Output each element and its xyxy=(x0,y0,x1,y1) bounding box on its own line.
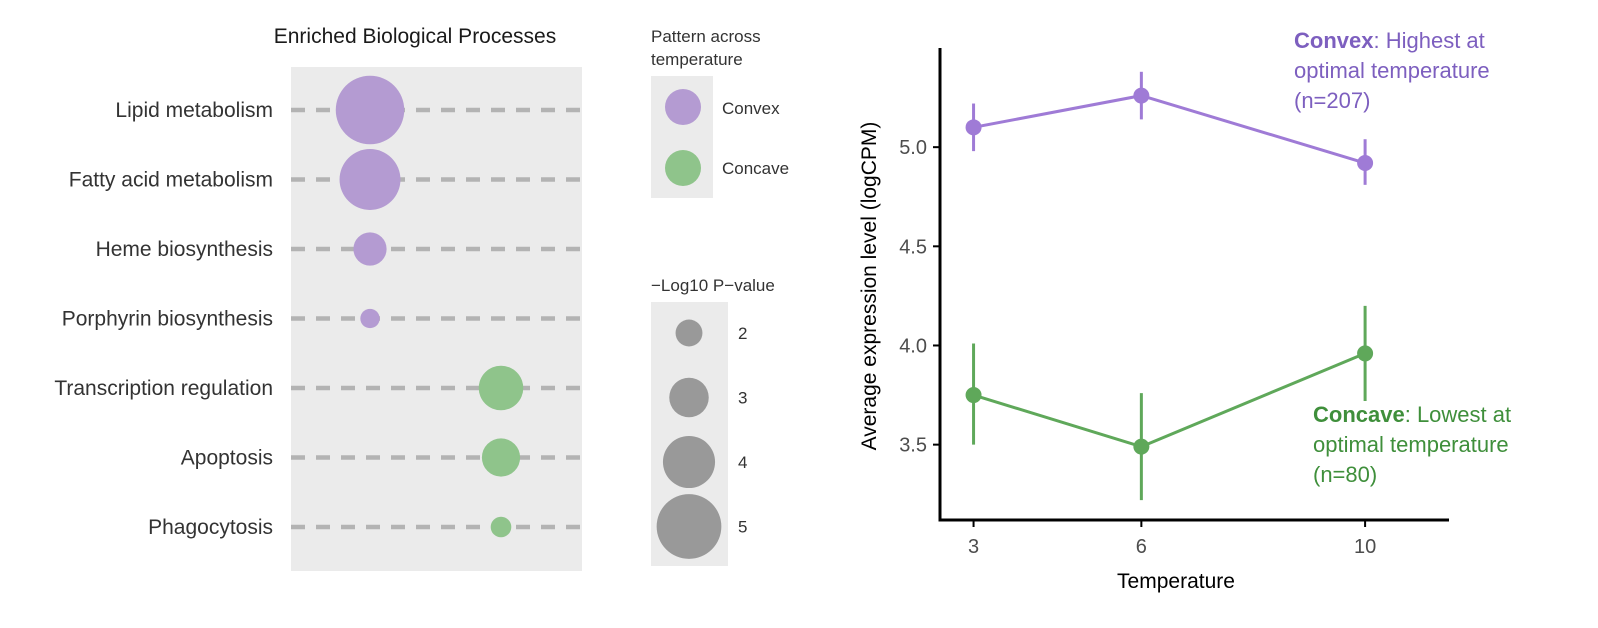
category-label-fatty-acid-metabolism: Fatty acid metabolism xyxy=(69,169,273,192)
concave-annotation-line-2: optimal temperature xyxy=(1313,432,1509,457)
category-label-porphyrin-biosynthesis: Porphyrin biosynthesis xyxy=(62,308,273,331)
category-label-transcription-regulation: Transcription regulation xyxy=(54,377,273,400)
concave-annotation-line-1: Concave: Lowest at xyxy=(1313,402,1511,427)
category-label-heme-biosynthesis: Heme biosynthesis xyxy=(96,238,273,261)
x-axis-label: Temperature xyxy=(1117,570,1235,593)
data-point-convex-6 xyxy=(1133,87,1150,104)
bubble-lipid-metabolism xyxy=(335,75,405,145)
bubble-apoptosis xyxy=(481,438,521,477)
size-key-3 xyxy=(669,377,709,418)
data-point-concave-6 xyxy=(1133,438,1150,455)
category-label-apoptosis: Apoptosis xyxy=(181,447,273,470)
size-key-4 xyxy=(662,435,716,489)
legend-swatch-convex xyxy=(665,89,701,125)
size-key-label-4: 4 xyxy=(738,453,747,472)
bubble-porphyrin-biosynthesis xyxy=(360,308,380,329)
size-key-label-3: 3 xyxy=(738,389,747,408)
bubble-transcription-regulation xyxy=(478,365,524,411)
category-label-phagocytosis: Phagocytosis xyxy=(148,516,273,539)
pattern-legend-title-line-1: Pattern across xyxy=(651,27,761,46)
concave-annotation-line-3: (n=80) xyxy=(1313,462,1377,487)
y-axis-ticks: 3.5 4.0 4.5 5.0 xyxy=(899,137,940,457)
category-labels: Lipid metabolism Fatty acid metabolism Hem… xyxy=(54,99,273,539)
data-point-concave-10 xyxy=(1357,345,1374,362)
size-key-label-2: 2 xyxy=(738,324,747,343)
expression-panel: 3.5 4.0 4.5 5.0 3 6 10 Temperature Average ex… xyxy=(858,28,1511,593)
concave-annotation-bold: Concave xyxy=(1313,402,1405,427)
legend-label-convex: Convex xyxy=(722,99,780,118)
y-tick-label-4-5: 4.5 xyxy=(899,236,927,258)
x-axis-ticks: 3 6 10 xyxy=(968,520,1376,558)
size-legend: −Log10 P−value 2 3 4 5 xyxy=(651,276,775,566)
size-key-label-5: 5 xyxy=(738,518,747,537)
category-label-lipid-metabolism: Lipid metabolism xyxy=(115,99,273,122)
bubble-phagocytosis xyxy=(490,516,512,538)
series-line-concave xyxy=(973,352,1366,449)
size-legend-keys: 2 3 4 5 xyxy=(656,319,747,559)
convex-annotation-bold: Convex xyxy=(1294,28,1374,53)
x-tick-label-3: 3 xyxy=(968,536,979,558)
size-key-2 xyxy=(675,319,703,347)
x-tick-label-10: 10 xyxy=(1354,536,1376,558)
pattern-legend-title-line-2: temperature xyxy=(651,50,743,69)
convex-annotation-line-1: Convex: Highest at xyxy=(1294,28,1485,53)
data-point-convex-10 xyxy=(1357,155,1374,172)
expression-series xyxy=(965,71,1374,501)
convex-annotation-rest: : Highest at xyxy=(1373,28,1484,53)
enrichment-plot-background xyxy=(291,67,582,571)
pattern-legend: Pattern across temperature Convex Concav… xyxy=(651,27,789,198)
enrichment-bubbles xyxy=(335,75,524,538)
enrichment-panel: Enriched Biological Processes Lipid meta… xyxy=(54,25,582,571)
y-axis-label: Average expression level (logCPM) xyxy=(858,122,881,451)
data-point-concave-3 xyxy=(965,387,982,404)
bubble-fatty-acid-metabolism xyxy=(339,149,401,210)
convex-annotation-line-3: (n=207) xyxy=(1294,88,1370,113)
legend-swatch-concave xyxy=(665,150,701,186)
concave-annotation-rest: : Lowest at xyxy=(1405,402,1511,427)
convex-annotation-line-2: optimal temperature xyxy=(1294,58,1490,83)
y-tick-label-3-5: 3.5 xyxy=(899,435,927,457)
data-point-convex-3 xyxy=(965,119,982,136)
size-key-5 xyxy=(656,494,722,559)
y-tick-label-5-0: 5.0 xyxy=(899,137,927,159)
bubble-heme-biosynthesis xyxy=(353,232,387,266)
size-legend-title: −Log10 P−value xyxy=(651,276,775,295)
legend-label-concave: Concave xyxy=(722,159,789,178)
enrichment-title: Enriched Biological Processes xyxy=(274,25,556,48)
x-tick-label-6: 6 xyxy=(1136,536,1147,558)
y-tick-label-4-0: 4.0 xyxy=(899,335,927,357)
